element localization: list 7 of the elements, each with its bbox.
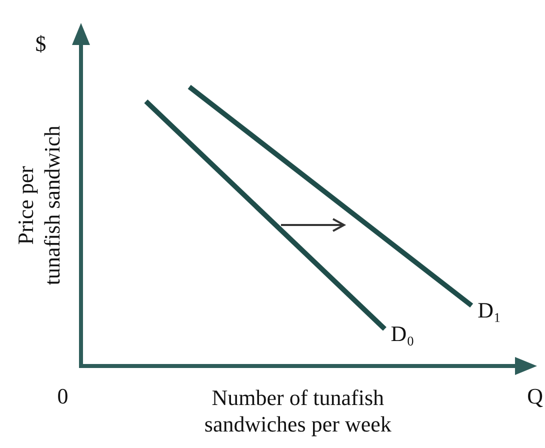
series-label: D₀ [390, 320, 414, 346]
series-label: D₁ [478, 297, 502, 322]
x-axis-title: Number of tunafish sandwiches per week [204, 385, 392, 437]
text: Q [527, 384, 544, 409]
y-axis-title: Price per tunafish sandwich [12, 126, 64, 286]
text: $ [35, 30, 46, 56]
text: 0 [57, 384, 68, 409]
